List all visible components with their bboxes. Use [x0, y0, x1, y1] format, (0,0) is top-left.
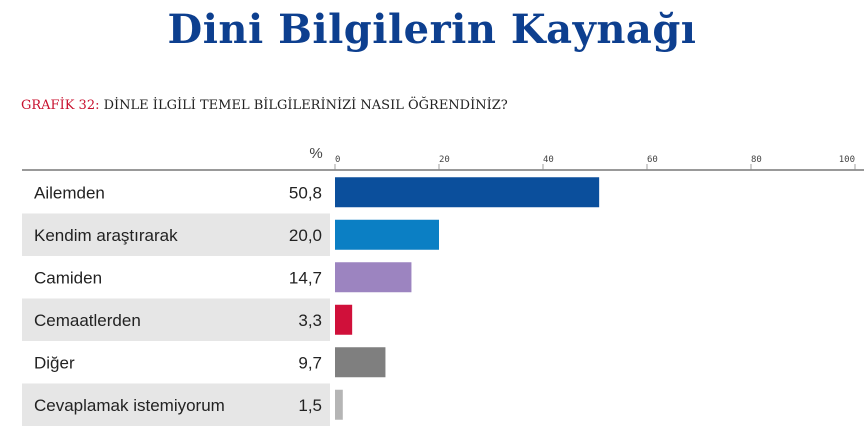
- value-label: 14,7: [289, 268, 322, 287]
- bar: [335, 219, 439, 250]
- value-label: 50,8: [289, 183, 322, 202]
- row-background: [22, 341, 330, 384]
- value-header: %: [309, 145, 322, 162]
- x-tick-label: 0: [335, 155, 340, 165]
- category-label: Camiden: [34, 268, 102, 287]
- row-background: [22, 383, 330, 426]
- category-label: Diğer: [34, 353, 75, 372]
- bar: [335, 262, 412, 293]
- row-background: [22, 298, 330, 341]
- x-tick-label: 80: [751, 155, 762, 165]
- value-label: 1,5: [298, 396, 322, 415]
- category-label: Cemaatlerden: [34, 311, 141, 330]
- chart-subtitle: GRAFİK 32: DİNLE İLGİLİ TEMEL BİLGİLERİN…: [21, 98, 508, 113]
- bar: [335, 347, 386, 378]
- bar: [335, 389, 343, 420]
- page-title: Dini Bilgilerin Kaynağı: [167, 6, 697, 53]
- x-tick-label: 40: [543, 155, 554, 165]
- subtitle-prefix: GRAFİK 32:: [21, 98, 100, 113]
- bar: [335, 177, 600, 208]
- value-label: 9,7: [298, 353, 322, 372]
- bar: [335, 304, 353, 335]
- value-label: 20,0: [289, 226, 322, 245]
- row-background: [22, 213, 330, 256]
- category-label: Ailemden: [34, 183, 105, 202]
- subtitle-text: DİNLE İLGİLİ TEMEL BİLGİLERİNİZİ NASIL Ö…: [99, 98, 508, 113]
- category-label: Kendim araştırarak: [34, 226, 178, 245]
- row-background: [22, 171, 330, 214]
- row-background: [22, 256, 330, 299]
- x-tick-label: 100: [839, 155, 855, 165]
- x-tick-label: 60: [647, 155, 658, 165]
- value-label: 3,3: [298, 311, 322, 330]
- x-tick-label: 20: [439, 155, 450, 165]
- category-label: Cevaplamak istemiyorum: [34, 396, 225, 415]
